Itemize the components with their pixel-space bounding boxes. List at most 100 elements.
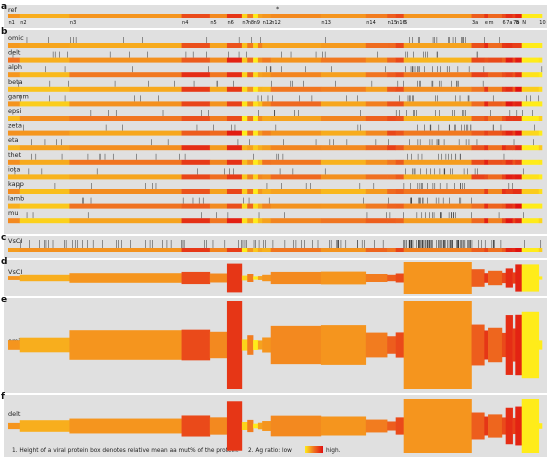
variant-lamb-track-gene-15 xyxy=(395,203,404,209)
vscl-track-gene-19 xyxy=(488,248,503,252)
gene-label-19: m xyxy=(489,20,494,26)
variant-gamm-track-gene-14 xyxy=(387,101,396,107)
variant-beta-track-gene-18 xyxy=(484,86,489,92)
panel-e-gene-4 xyxy=(209,331,228,359)
panel-d-gene-5 xyxy=(226,263,243,293)
gene-label-22: 7b xyxy=(513,20,519,26)
variant-label-kapp: kapp xyxy=(8,180,24,188)
panel-d-gene-23 xyxy=(515,264,523,292)
variant-zeta-track-gene-4 xyxy=(209,130,228,136)
variant-iota-track-gene-4 xyxy=(209,174,228,180)
variant-omic-track-gene-20 xyxy=(501,43,506,48)
panel-f-gene-7 xyxy=(247,419,254,433)
vscl-track-gene-0 xyxy=(8,248,21,252)
variant-iota-track-gene-16 xyxy=(403,174,472,180)
variant-epsi-track-gene-3 xyxy=(181,116,211,121)
variant-iota-track-gene-15 xyxy=(395,174,404,180)
panel-f-gene-13 xyxy=(365,419,388,433)
panel-f-gene-23 xyxy=(515,406,523,446)
variant-beta-track-gene-20 xyxy=(501,86,506,92)
variant-thet-track-gene-1 xyxy=(19,159,70,165)
panel-e-gene-25 xyxy=(538,340,543,350)
variant-mu-track-gene-7 xyxy=(247,218,254,224)
gene-label-15: n16 xyxy=(396,20,406,26)
variant-beta-track-gene-19 xyxy=(488,86,503,92)
variant-label-lamb: lamb xyxy=(8,195,24,203)
variant-iota-track-gene-17 xyxy=(471,174,485,180)
variant-iota-track-gene-0 xyxy=(8,174,21,180)
variant-epsi-track-gene-20 xyxy=(501,116,506,121)
panel-f-gene-17 xyxy=(471,412,485,440)
variant-eta-track-gene-8 xyxy=(253,145,259,151)
ref-track-gene-11 xyxy=(270,14,322,18)
variant-beta-track-gene-24 xyxy=(521,86,540,92)
variant-lamb-track-gene-13 xyxy=(365,203,388,209)
variant-gamm-track-gene-21 xyxy=(505,101,513,107)
variant-lamb-track-gene-20 xyxy=(501,203,506,209)
variant-thet-track-gene-16 xyxy=(403,159,472,165)
variant-eta-track-gene-4 xyxy=(209,145,228,151)
variant-thet-track-gene-9 xyxy=(257,159,263,165)
variant-alph-track-gene-24 xyxy=(521,72,540,78)
variant-lamb-track-gene-25 xyxy=(538,203,543,209)
panel-e-gene-18 xyxy=(484,330,489,360)
variant-epsi-track-gene-1 xyxy=(19,116,70,121)
variant-kapp-track-gene-6 xyxy=(241,189,248,194)
variant-epsi-track-gene-25 xyxy=(538,116,543,121)
panel-f-gene-21 xyxy=(505,407,513,445)
panel-e-gene-10 xyxy=(262,337,272,353)
variant-mu-track-gene-12 xyxy=(320,218,367,224)
variant-eta-track-gene-20 xyxy=(501,145,506,151)
variant-beta-track-gene-22 xyxy=(512,86,516,92)
variant-kapp-track-gene-14 xyxy=(387,189,396,194)
variant-alph-track-gene-21 xyxy=(505,72,513,78)
variant-label-delt: delt xyxy=(8,49,21,57)
variant-eta-track-gene-23 xyxy=(515,145,523,151)
variant-beta-track-gene-7 xyxy=(247,86,254,92)
variant-epsi-track-gene-15 xyxy=(395,116,404,121)
variant-omic-track-gene-19 xyxy=(488,43,503,48)
panel-c-background xyxy=(4,236,547,258)
variant-delt-track-gene-1 xyxy=(19,57,70,63)
panel-d-gene-21 xyxy=(505,268,513,288)
variant-epsi-track-gene-10 xyxy=(262,116,272,121)
gene-label-12: n13 xyxy=(321,20,331,26)
variant-kapp-track-gene-10 xyxy=(262,189,272,194)
variant-epsi-track-gene-4 xyxy=(209,116,228,121)
variant-lamb-track-gene-23 xyxy=(515,203,523,209)
variant-mu-track-gene-21 xyxy=(505,218,513,224)
variant-iota-track-gene-19 xyxy=(488,174,503,180)
variant-kapp-track-gene-19 xyxy=(488,189,503,194)
variant-delt-track-gene-2 xyxy=(69,57,182,63)
variant-delt-track-gene-23 xyxy=(515,57,523,63)
variant-label-gamm: gamm xyxy=(8,92,29,100)
variant-beta-track-gene-17 xyxy=(471,86,485,92)
variant-omic-track-gene-15 xyxy=(395,43,404,48)
variant-mu-track-gene-14 xyxy=(387,218,396,224)
variant-beta-track-gene-9 xyxy=(257,86,263,92)
variant-epsi-track-gene-13 xyxy=(365,116,388,121)
variant-iota-track-gene-9 xyxy=(257,174,263,180)
variant-lamb-track-gene-19 xyxy=(488,203,503,209)
variant-zeta-track-gene-25 xyxy=(538,130,543,136)
variant-kapp-track-gene-23 xyxy=(515,189,523,194)
variant-thet-track-gene-14 xyxy=(387,159,396,165)
vscl-track-gene-2 xyxy=(69,248,182,252)
variant-delt-track-gene-18 xyxy=(484,57,489,63)
variant-eta-track-gene-1 xyxy=(19,145,70,151)
variant-gamm-track-gene-16 xyxy=(403,101,472,107)
variant-eta-track-gene-13 xyxy=(365,145,388,151)
variant-alph-track-gene-7 xyxy=(247,72,254,78)
variant-lamb-track-gene-0 xyxy=(8,203,21,209)
variant-omic-track-gene-17 xyxy=(471,43,485,48)
panel-e-gene-13 xyxy=(365,332,388,358)
variant-zeta-track-gene-9 xyxy=(257,130,263,136)
variant-zeta-track-gene-8 xyxy=(253,130,259,136)
variant-thet-track-gene-17 xyxy=(471,159,485,165)
ref-track-gene-23 xyxy=(515,14,523,18)
panel-d-gene-6 xyxy=(241,275,248,281)
variant-iota-track-gene-25 xyxy=(538,174,543,180)
gene-label-23: 8 xyxy=(516,20,519,26)
variant-zeta-track-gene-13 xyxy=(365,130,388,136)
